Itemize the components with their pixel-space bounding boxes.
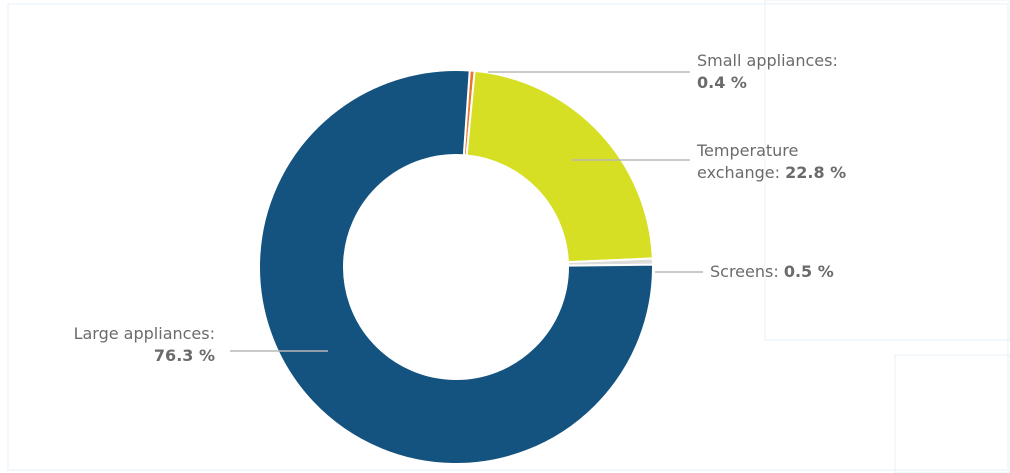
category-label: Small appliances:	[697, 51, 838, 70]
slice-label: Small appliances: 0.4 %	[697, 50, 862, 94]
value-label: 0.5 %	[783, 262, 834, 281]
category-label: Large appliances:	[73, 324, 215, 343]
slice-label: Temperature exchange: 22.8 %	[697, 140, 862, 184]
frame	[7, 3, 1009, 471]
value-label: 76.3 %	[153, 346, 215, 365]
slice	[465, 69, 654, 264]
frame	[764, 0, 1010, 341]
slice-label: Screens: 0.5 %	[710, 261, 930, 283]
value-label: 0.4 %	[697, 73, 747, 92]
category-label: Screens:	[710, 262, 779, 281]
slice	[258, 69, 654, 465]
category-label: Temperature exchange:	[697, 141, 799, 182]
frame	[894, 354, 1010, 473]
value-label: 22.8 %	[785, 163, 847, 182]
background-frames	[7, 0, 1010, 473]
slice-label: Large appliances: 76.3 %	[40, 323, 215, 367]
